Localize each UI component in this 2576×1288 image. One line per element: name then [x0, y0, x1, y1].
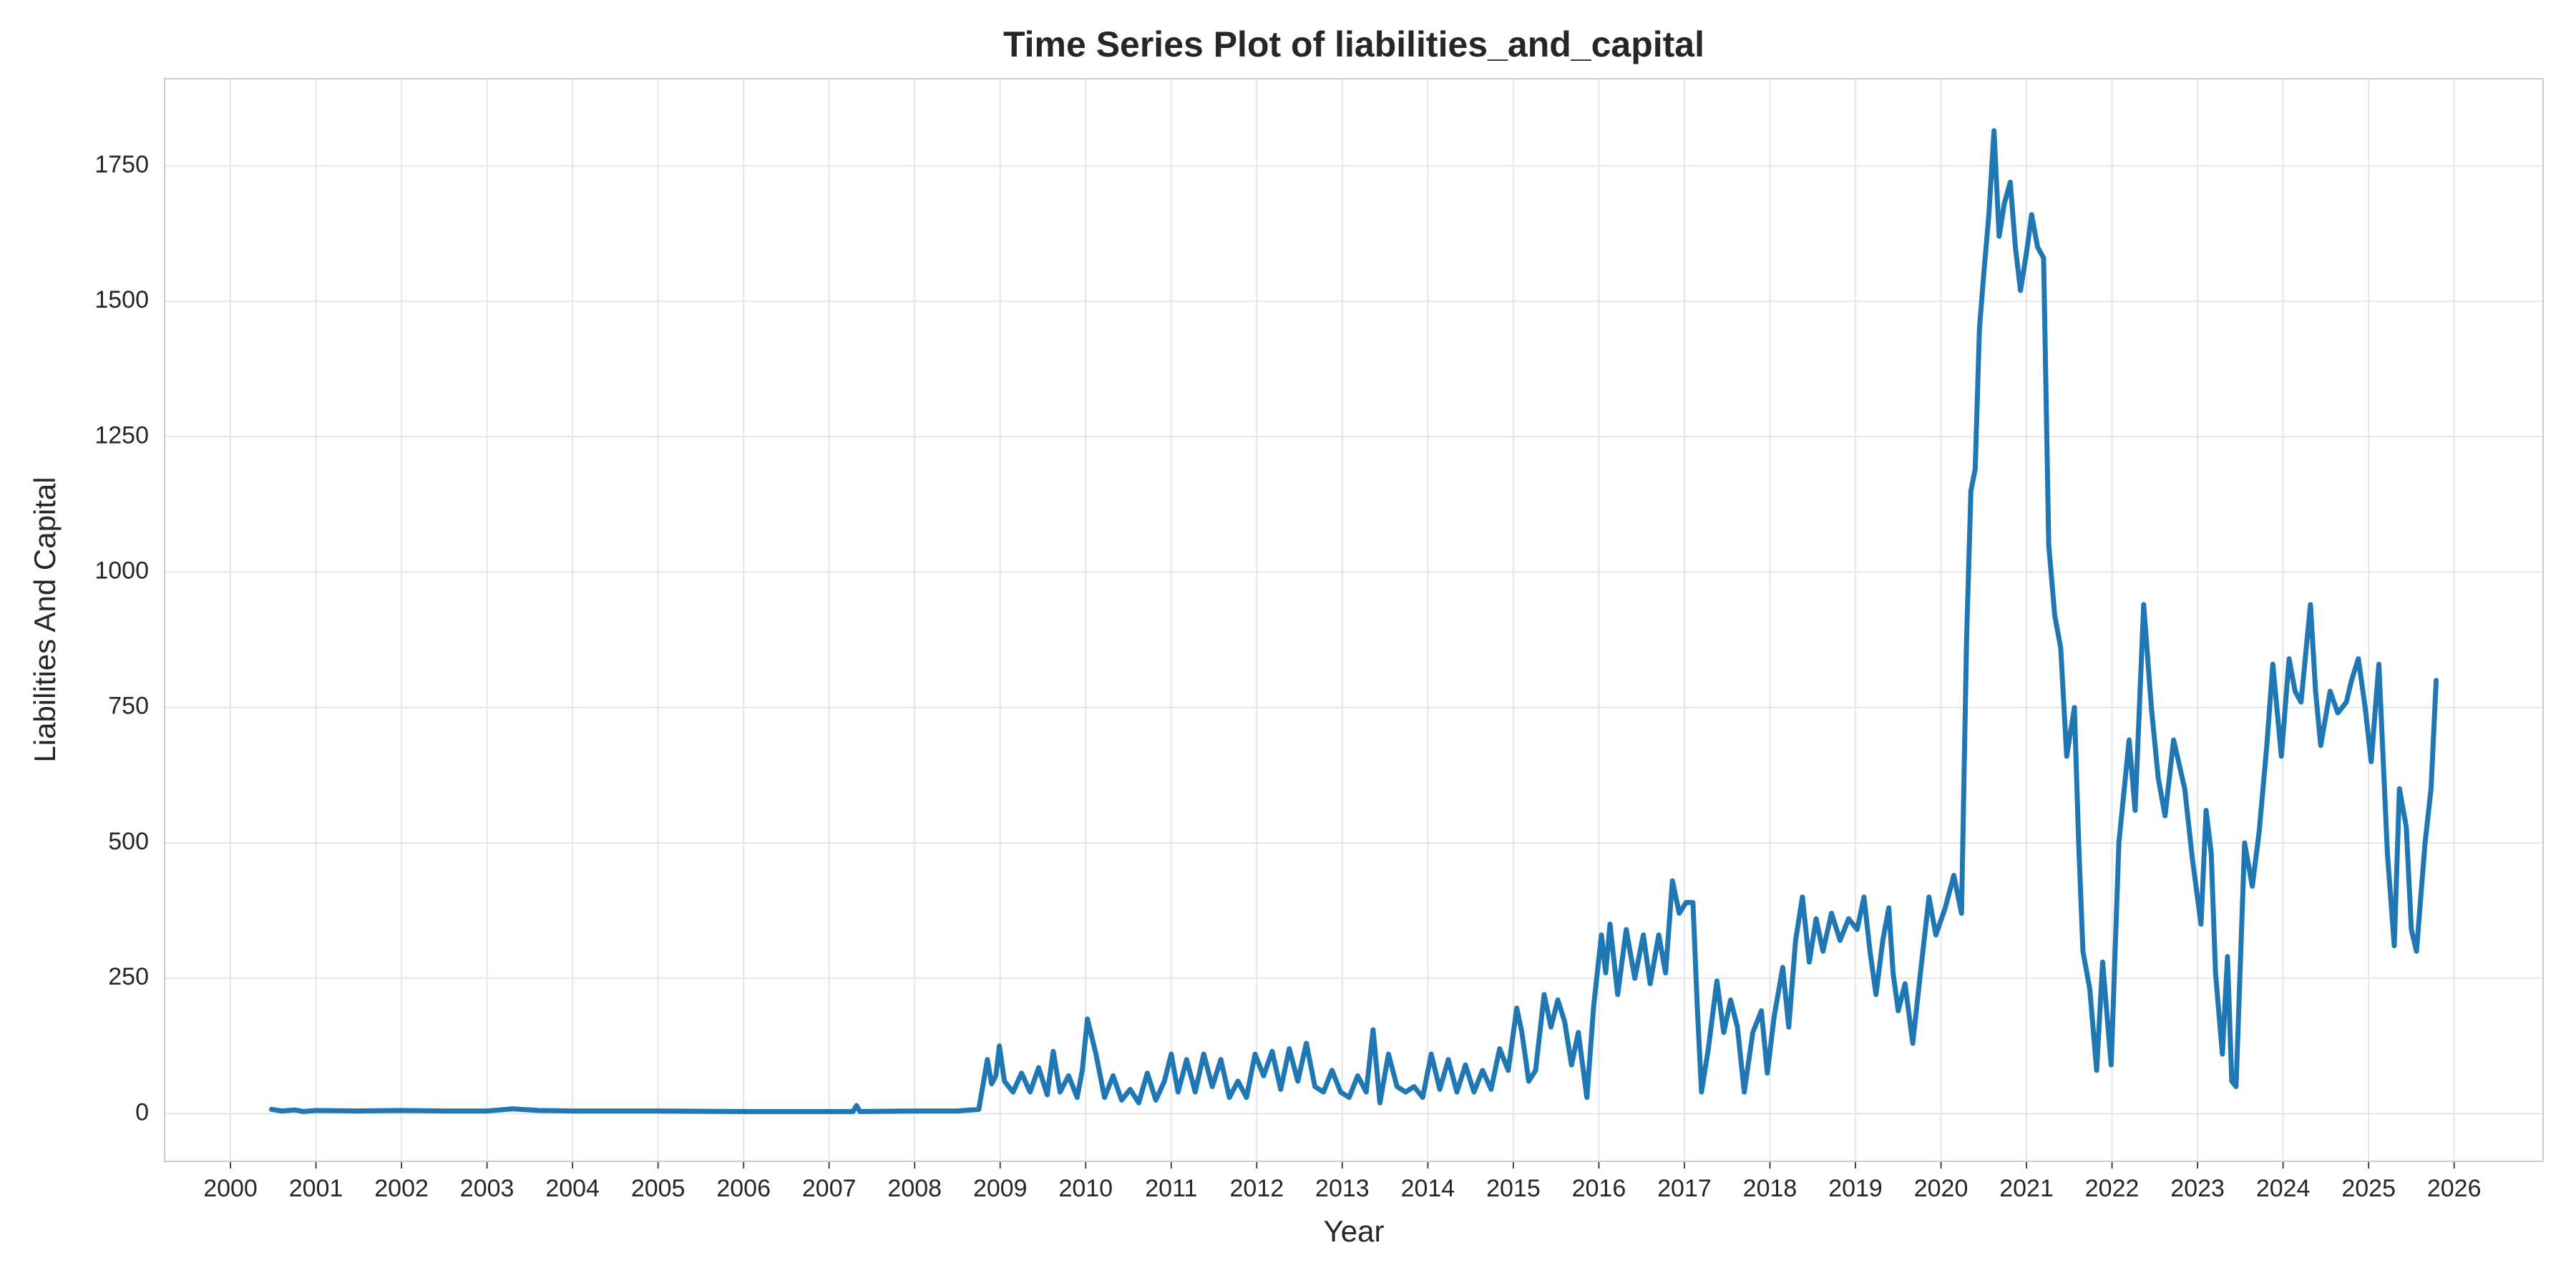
- y-tick-label: 1000: [94, 557, 149, 585]
- x-tick-label: 2014: [1401, 1175, 1455, 1202]
- x-tick-label: 2023: [2170, 1175, 2225, 1202]
- y-tick-label: 500: [108, 828, 149, 855]
- y-axis-label: Liabilities And Capital: [28, 477, 62, 762]
- y-tick-label: 1500: [94, 286, 149, 313]
- y-tick-label: 750: [108, 693, 149, 720]
- x-tick-label: 2019: [1828, 1175, 1883, 1202]
- x-tick-label: 2012: [1230, 1175, 1284, 1202]
- y-tick-label: 0: [135, 1098, 149, 1126]
- plot-frame: [164, 78, 2544, 1162]
- x-tick-label: 2004: [545, 1175, 600, 1202]
- x-tick-label: 2010: [1058, 1175, 1113, 1202]
- x-tick-label: 2013: [1315, 1175, 1370, 1202]
- y-tick-label: 1750: [94, 151, 149, 178]
- x-tick-label: 2022: [2085, 1175, 2140, 1202]
- x-tick-label: 2018: [1743, 1175, 1797, 1202]
- x-tick-label: 2001: [289, 1175, 343, 1202]
- data-line: [268, 128, 2439, 1114]
- y-tick-label: 1250: [94, 421, 149, 449]
- x-axis-label: Year: [1324, 1214, 1385, 1248]
- x-tick-label: 2015: [1486, 1175, 1541, 1202]
- x-tick-label: 2017: [1657, 1175, 1712, 1202]
- x-tick-label: 2020: [1914, 1175, 1968, 1202]
- x-tick-label: 2003: [460, 1175, 514, 1202]
- x-tick-label: 2009: [973, 1175, 1028, 1202]
- x-tick-label: 2026: [2427, 1175, 2482, 1202]
- x-tick-label: 2006: [716, 1175, 771, 1202]
- x-tick-label: 2002: [374, 1175, 429, 1202]
- x-tick-label: 2025: [2341, 1175, 2396, 1202]
- x-tick-label: 2011: [1145, 1175, 1197, 1202]
- x-tick-label: 2008: [887, 1175, 942, 1202]
- chart-title: Time Series Plot of liabilities_and_capi…: [1003, 24, 1704, 64]
- x-tick-label: 2000: [203, 1175, 258, 1202]
- y-tick-label: 250: [108, 963, 149, 990]
- x-tick-label: 2024: [2256, 1175, 2311, 1202]
- x-tick-label: 2021: [1999, 1175, 2054, 1202]
- x-tick-label: 2005: [631, 1175, 686, 1202]
- x-tick-label: 2007: [802, 1175, 857, 1202]
- x-tick-label: 2016: [1572, 1175, 1626, 1202]
